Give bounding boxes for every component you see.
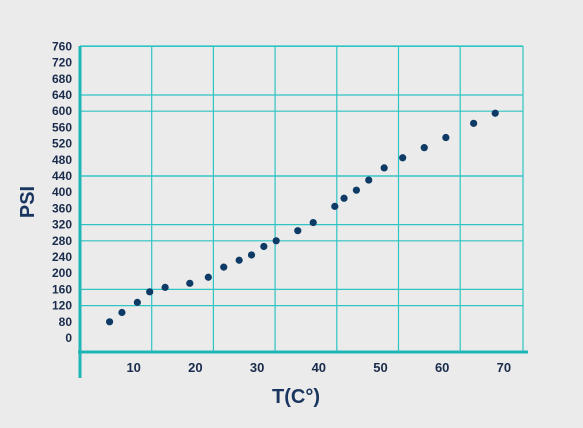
data-point	[118, 308, 126, 317]
data-point	[491, 109, 499, 117]
y-tick-label: 400	[52, 185, 72, 199]
data-point	[272, 237, 280, 245]
data-point	[161, 283, 169, 291]
data-point	[352, 186, 360, 194]
data-point	[105, 318, 114, 326]
data-point	[235, 256, 243, 264]
y-tick-label: 320	[52, 218, 72, 232]
data-point	[399, 154, 407, 162]
data-point	[133, 298, 141, 306]
x-tick-label: 70	[497, 360, 511, 375]
x-tick-labels: 10 20 30 40 50 60 70	[126, 360, 511, 375]
data-point	[340, 194, 348, 202]
data-point	[309, 218, 317, 227]
data-point	[186, 279, 194, 287]
data-point	[470, 119, 478, 127]
data-point	[146, 288, 154, 296]
data-point	[204, 273, 212, 281]
data-point	[331, 202, 339, 210]
y-tick-label: 680	[52, 72, 72, 86]
y-tick-label: 120	[52, 299, 72, 313]
y-tick-label: 600	[52, 104, 72, 118]
x-tick-label: 60	[435, 360, 449, 375]
y-tick-label: 640	[52, 88, 72, 102]
y-tick-label: 520	[52, 137, 72, 151]
y-tick-label: 200	[52, 266, 72, 280]
data-point	[247, 251, 256, 259]
y-tick-label: 240	[52, 250, 72, 264]
y-tick-label: 720	[52, 56, 72, 70]
y-tick-labels: 0 80 120 160 200 240 280 320 360 400 440 480 520 560 6…	[52, 39, 72, 345]
data-point	[380, 164, 388, 172]
x-tick-label: 20	[188, 360, 202, 375]
y-tick-label: 480	[52, 153, 72, 167]
data-points	[105, 109, 499, 326]
axes	[78, 46, 528, 378]
x-tick-label: 50	[373, 360, 387, 375]
x-tick-label: 40	[312, 360, 326, 375]
y-axis-label: PSI	[17, 186, 39, 218]
data-point	[420, 144, 428, 152]
y-tick-label: 560	[52, 120, 72, 134]
y-tick-label: 80	[59, 315, 73, 329]
data-point	[442, 133, 450, 142]
x-axis-label: T(C°)	[272, 386, 320, 408]
x-tick-label: 30	[250, 360, 264, 375]
y-tick-label: 760	[52, 39, 72, 53]
y-tick-label: 440	[52, 169, 72, 183]
data-point	[220, 263, 228, 271]
grid-lines	[80, 45, 524, 352]
data-point	[260, 242, 268, 251]
x-tick-label: 10	[126, 360, 140, 375]
data-point	[365, 176, 373, 184]
y-tick-label: 360	[52, 201, 72, 215]
data-point	[294, 227, 302, 235]
y-tick-label: 0	[65, 331, 72, 345]
y-tick-label: 280	[52, 234, 72, 248]
y-tick-label: 160	[52, 282, 72, 296]
